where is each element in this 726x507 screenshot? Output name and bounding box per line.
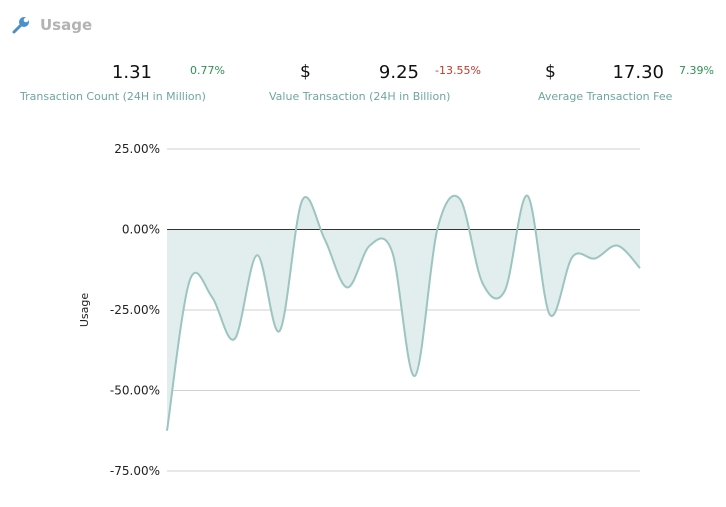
- stat-change: -13.55%: [435, 64, 481, 77]
- y-tick-label: -25.00%: [110, 303, 160, 317]
- stat-label: Average Transaction Fee: [538, 90, 673, 103]
- y-tick-label: 25.00%: [114, 142, 160, 156]
- stat-label: Transaction Count (24H in Million): [20, 90, 206, 103]
- stat-change: 0.77%: [190, 64, 225, 77]
- stat-value: 17.30: [612, 62, 664, 83]
- usage-chart: 25.00% 0.00% -25.00% -50.00% -75.00% Usage: [78, 142, 641, 478]
- y-tick-label: -50.00%: [110, 384, 160, 398]
- stat-value: 1.31: [111, 62, 152, 83]
- stat-change: 7.39%: [679, 64, 714, 77]
- series-area: [167, 195, 640, 431]
- stat-value: 9.25: [378, 62, 419, 83]
- y-tick-label: -75.00%: [110, 464, 160, 478]
- stat-label: Value Transaction (24H in Billion): [269, 90, 451, 103]
- stat-currency: $: [545, 62, 556, 82]
- wrench-icon: [10, 13, 32, 36]
- header: Usage: [10, 13, 93, 36]
- y-tick-label: 0.00%: [122, 223, 160, 237]
- page-title: Usage: [40, 16, 93, 34]
- y-axis-label: Usage: [78, 293, 91, 328]
- stat-currency: $: [300, 62, 311, 82]
- series-line: [166, 194, 641, 431]
